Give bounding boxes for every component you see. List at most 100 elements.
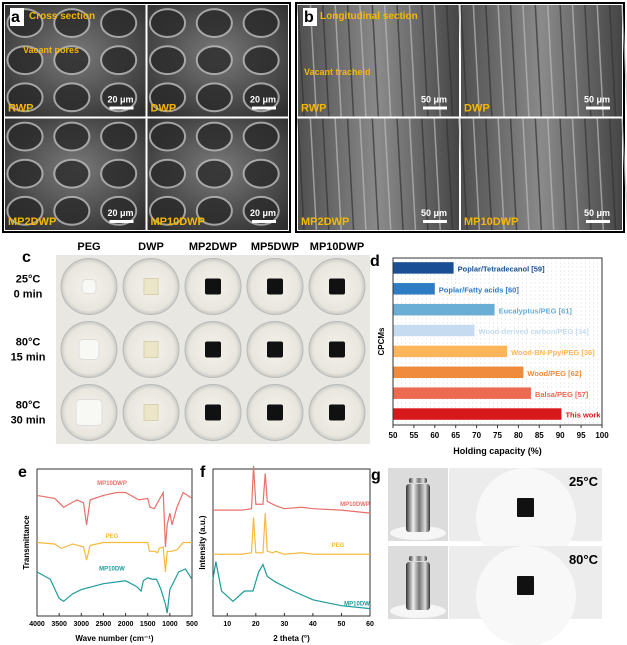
pore [100,158,138,189]
pore [148,158,187,189]
pore [53,195,91,226]
weight-knob [409,478,427,483]
scale-bar [423,106,447,110]
fiber [571,118,580,231]
x-tick-label: 60 [366,621,374,628]
pore [195,82,233,113]
sample-dwp [143,404,159,421]
series-line [36,490,193,547]
pore [6,158,44,189]
pore [100,45,138,76]
y-axis-label: Transmittance [22,515,31,570]
fiber [408,118,417,231]
x-tick-label: 55 [409,431,418,440]
panel-f: f MP10DWP PEG MP10DW 10 20 30 40 50 60 2 theta (°)… [198,464,374,643]
pore [148,195,187,226]
temperature-label: 25°C [569,474,599,489]
scale-bar-label: 20 μm [108,95,134,105]
x-tick-label: 10 [223,621,231,628]
series-label: MP10DWP [97,481,127,487]
sample-dwp [143,341,159,358]
x-tick-label: 95 [577,431,586,440]
pore [53,158,91,189]
pore [6,45,44,76]
bar-label: Poplar/Fatty acids [60] [439,285,520,294]
scale-bar [109,106,134,110]
pore [148,8,187,38]
x-tick-label: 75 [493,431,502,440]
sem-label: DWP [151,103,177,115]
series-line [212,561,371,610]
fiber [472,118,481,231]
row-temperature: 80°C [16,400,41,412]
sem-label: RWP [301,103,326,115]
pore [100,82,138,113]
scale-bar-label: 20 μm [250,95,276,105]
fiber [559,118,567,231]
y-axis-label: CPCMs [377,327,386,356]
sample-peg [78,339,100,360]
panel-letter-bg [303,8,317,26]
scale-bar [586,220,610,223]
fiber [509,118,518,231]
fiber [421,118,429,231]
pore [100,8,138,38]
pore [148,121,187,152]
fiber [546,118,555,231]
sample-black [205,278,221,295]
fiber [497,118,505,231]
pore [148,82,187,113]
bar-label: This work [565,411,601,420]
sem-label: RWP [8,103,33,115]
x-tick-label: 70 [472,431,481,440]
pore [242,8,280,38]
fiber [534,4,543,117]
fiber [396,118,404,231]
x-axis-label: 2 theta (°) [273,634,310,643]
pore [148,45,187,76]
x-tick-label: 3000 [73,621,89,628]
pore [242,195,280,226]
fiber [371,4,380,117]
pore [242,82,280,113]
pore [53,8,91,38]
bar-label: Poplar/Tetradecanol [59] [458,265,545,274]
bar-label: Wood-derived carbon/PEG [34] [479,327,590,336]
pore [195,195,233,226]
pore [195,158,233,189]
panel-letter: a [11,9,20,26]
series-label: PEG [106,534,119,540]
scale-bar [109,220,134,223]
fiber [571,4,580,117]
fiber [297,118,305,231]
fiber [621,4,627,112]
sample-black [205,404,221,421]
panel-letter: e [18,464,27,481]
x-tick-label: 3500 [51,621,67,628]
pore [242,45,280,76]
column-header: MP2DWP [189,241,237,253]
x-axis-label: Holding capacity (%) [453,446,542,456]
bar [393,366,524,379]
column-header: MP5DWP [251,241,299,253]
panel-b: RWP 50 μm DWP 50 μm MP2DWP 50 μm MP10DWP 50 μm b… [295,2,627,233]
row-temperature: 80°C [16,337,41,349]
scale-bar-label: 50 μm [421,95,447,105]
fiber [396,4,404,117]
sample-black [329,404,345,421]
pore [100,121,138,152]
row-time: 30 min [11,415,46,427]
filter-paper [476,546,576,645]
fiber [359,118,367,231]
fiber [334,118,342,231]
panel-letter-bg [10,8,24,26]
scale-bar [586,106,610,110]
fiber [608,118,617,231]
pore [53,45,91,76]
sem-label: DWP [464,103,490,115]
axes-frame [212,468,371,617]
pore [195,8,233,38]
sem-image [298,5,459,117]
scale-bar-label: 20 μm [108,208,134,218]
panel-c: c PEG DWP MP2DWP MP5DWP MP10DWP 25°C 0 min 80°C 1… [11,241,370,444]
